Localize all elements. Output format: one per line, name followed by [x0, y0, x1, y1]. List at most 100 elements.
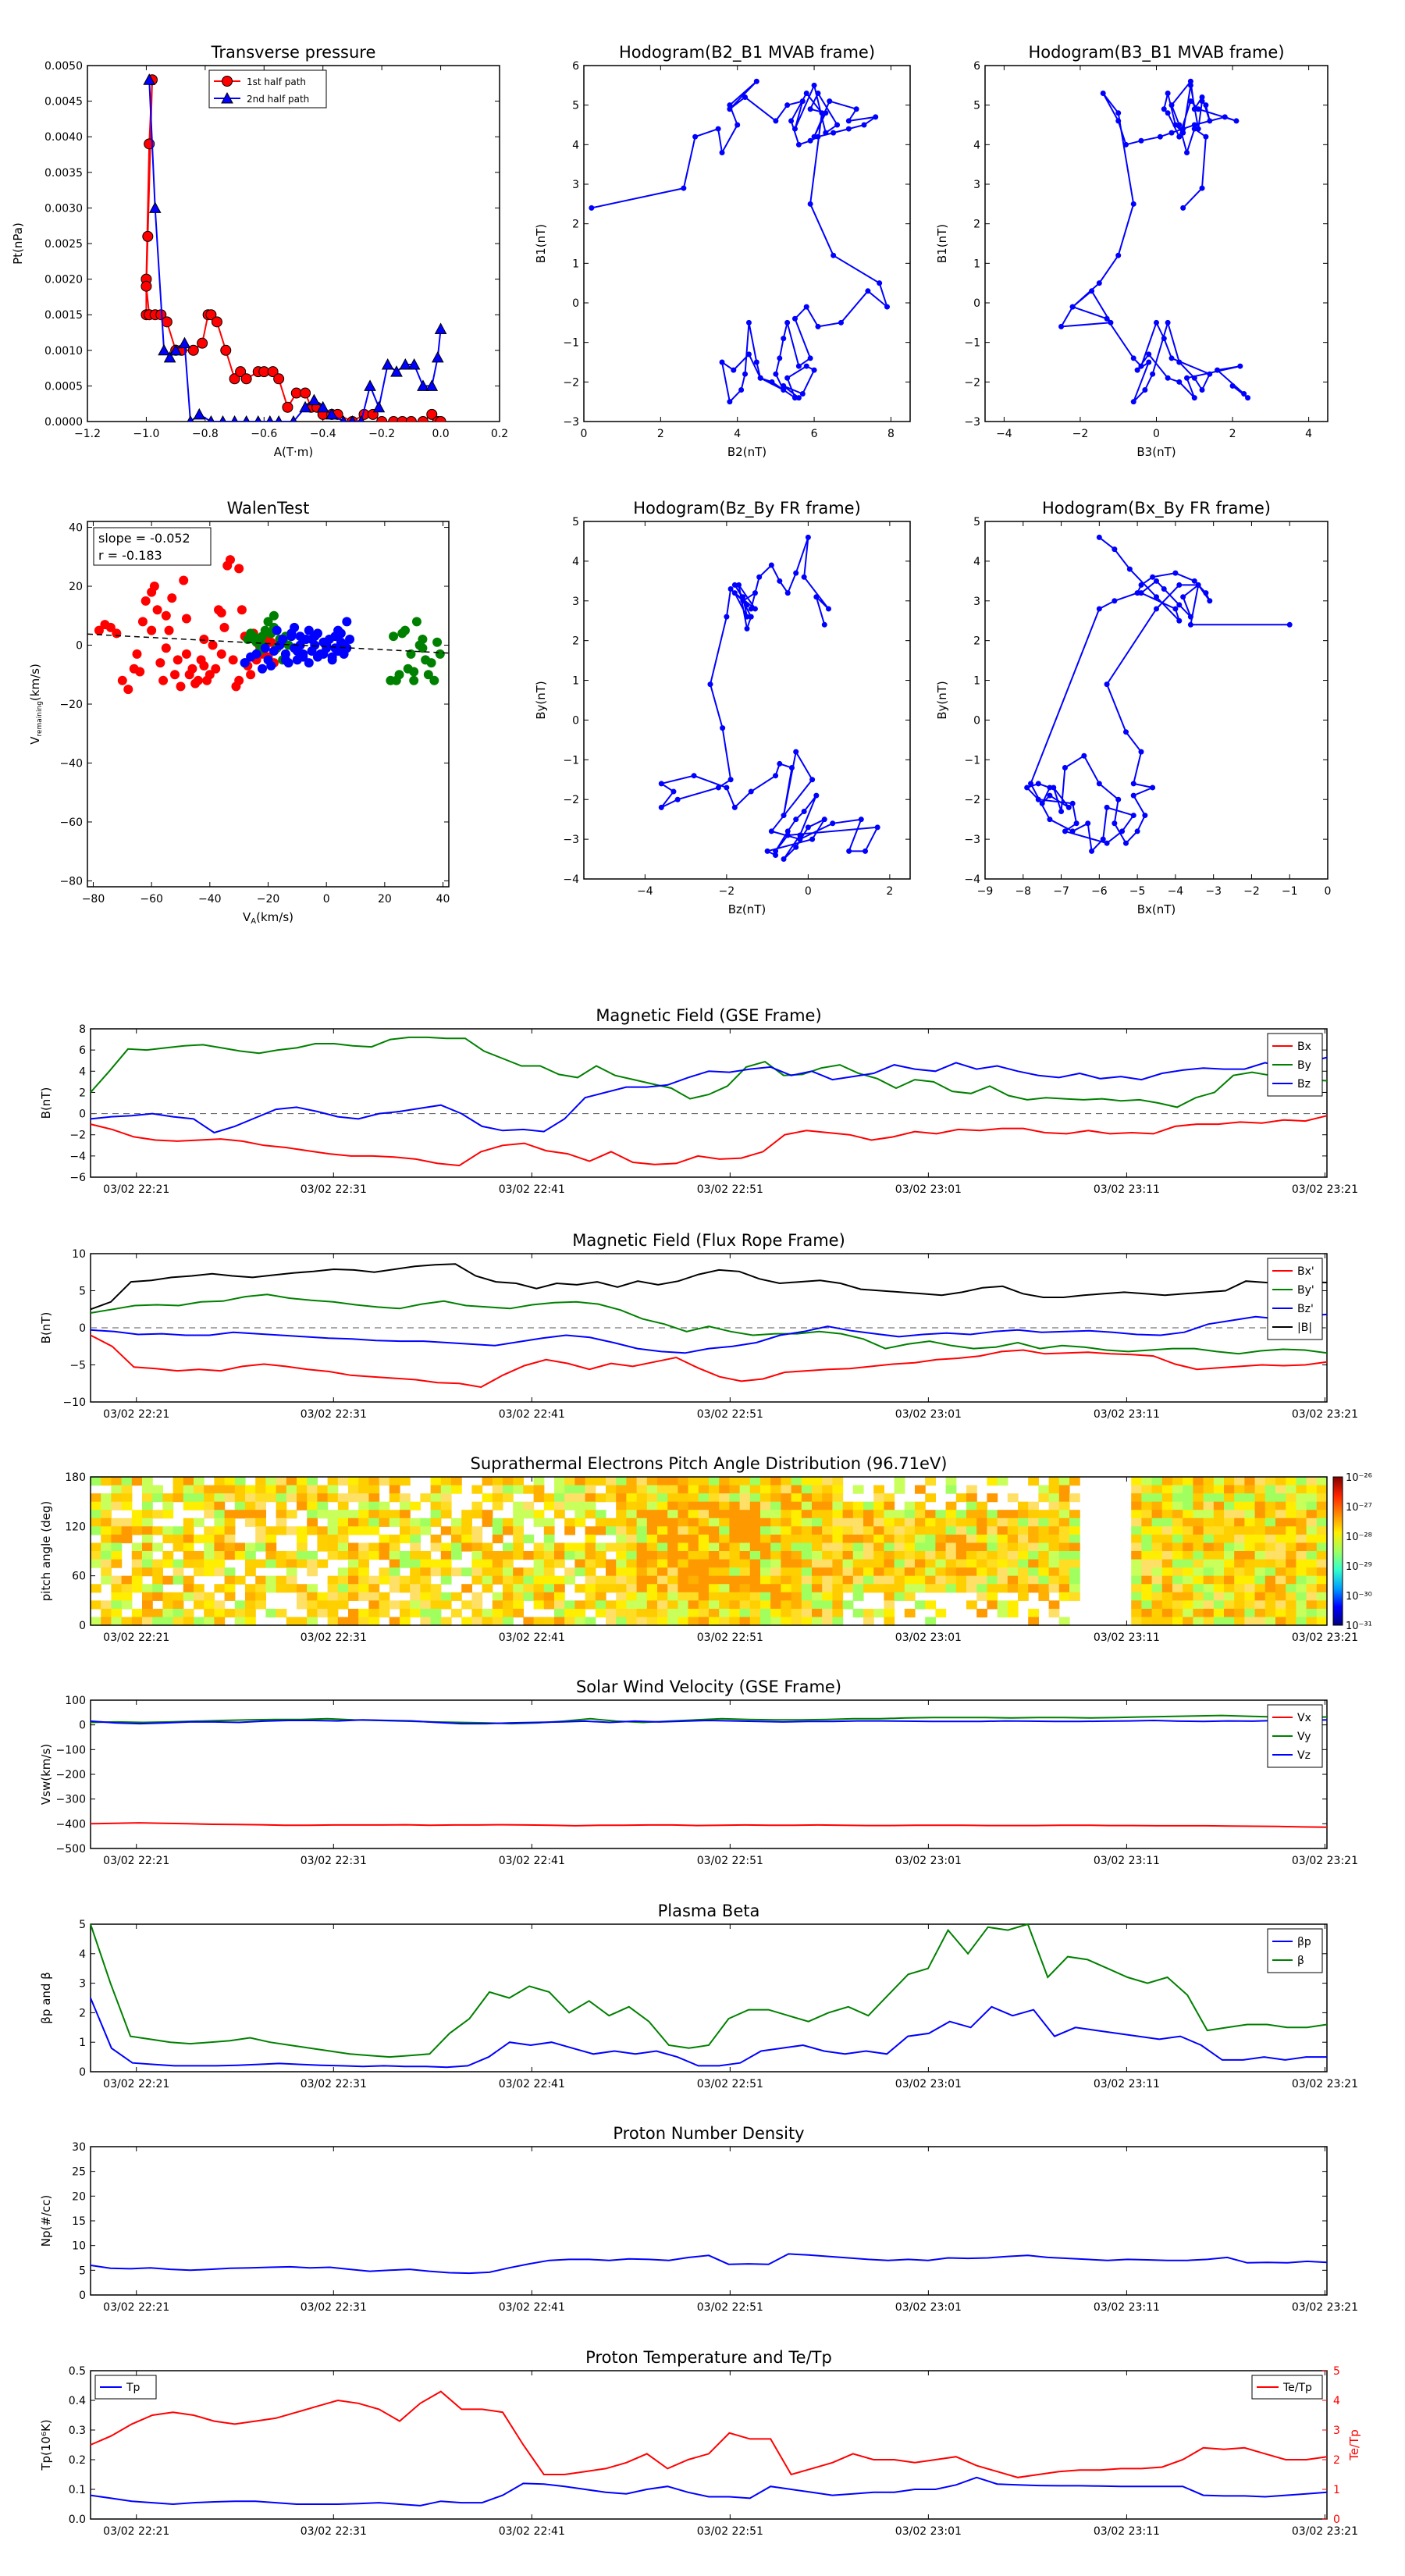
- pitch-angle-cell: [801, 1526, 813, 1535]
- pitch-angle-cell: [894, 1517, 905, 1527]
- pitch-angle-cell: [1048, 1534, 1060, 1544]
- pitch-angle-cell: [904, 1510, 916, 1519]
- hodo_b2b1-plot-area: [589, 78, 890, 405]
- pitch-angle-cell: [574, 1600, 586, 1610]
- pitch-angle-cell: [461, 1600, 472, 1610]
- proton-temperature-right-tick-label: 0: [1333, 2514, 1340, 2526]
- pitch-angle-cell: [297, 1534, 308, 1544]
- pitch-angle-cell: [1172, 1517, 1183, 1527]
- pitch-angle-cell: [471, 1542, 483, 1552]
- pitch-angle-cell: [729, 1608, 741, 1618]
- pitch-angle-cell: [709, 1592, 720, 1601]
- pitch-angle-cell: [709, 1617, 720, 1626]
- pitch-angle-cell: [1275, 1501, 1286, 1510]
- proton-temperature-right-tick-label: 4: [1333, 2395, 1340, 2407]
- pitch-angle-cell: [1203, 1559, 1215, 1568]
- hodo_b2b1-data-point: [727, 399, 733, 405]
- pitch-angle-cell: [503, 1617, 514, 1626]
- pitch-angle-cell: [915, 1534, 926, 1544]
- pitch-angle-cell: [585, 1493, 596, 1503]
- hodo_b3b1-data-point: [1176, 122, 1183, 128]
- mag_gse-ylabel: B(nT): [39, 1087, 53, 1119]
- pitch-angle-cell: [955, 1575, 967, 1585]
- pitch-angle-cell: [863, 1542, 874, 1552]
- hodo_b3b1-xtick-label: 2: [1229, 428, 1236, 440]
- walen-data-point: [418, 634, 428, 644]
- pitch-angle-cell: [801, 1567, 813, 1577]
- pitch-angle-cell: [822, 1501, 833, 1510]
- pitch-angle-cell: [1193, 1501, 1204, 1510]
- hodo_bzby-data-point: [752, 606, 758, 612]
- pitch-angle-cell: [688, 1575, 699, 1585]
- pitch-angle-cell: [1306, 1617, 1318, 1626]
- pitch-angle-cell: [337, 1510, 349, 1519]
- hodo_b3b1-ytick-label: −2: [964, 376, 980, 389]
- pitch-angle-cell: [966, 1551, 977, 1560]
- hodo_bzby-data-point: [707, 681, 713, 688]
- pitch-angle-cell: [842, 1526, 854, 1535]
- pitch-angle-cell: [739, 1592, 751, 1601]
- pitch-angle-cell: [204, 1501, 215, 1510]
- pitch-angle-cell: [410, 1526, 421, 1535]
- pitch-angle-cell: [1296, 1517, 1307, 1527]
- pitch-angle-cell: [307, 1617, 318, 1626]
- pitch-angle-cell: [1213, 1477, 1225, 1486]
- pitch-angle-cell: [451, 1542, 462, 1552]
- pitch-angle-cell: [667, 1600, 678, 1610]
- pitch-angle-cell: [276, 1526, 287, 1535]
- pitch-angle-cell: [358, 1592, 369, 1601]
- pitch-angle-cell: [111, 1477, 123, 1486]
- pitch-angle-cell: [1151, 1526, 1163, 1535]
- pitch-angle-cell: [1254, 1477, 1266, 1486]
- walen-data-point: [199, 634, 209, 644]
- pitch-angle-cell: [91, 1493, 101, 1503]
- hodo_bxby-data-point: [1172, 570, 1179, 576]
- pitch-angle-cell: [1275, 1592, 1286, 1601]
- hodo_b2b1-data-point: [777, 355, 783, 361]
- pitch-angle-cell: [852, 1567, 864, 1577]
- pitch-angle-cell: [1244, 1608, 1256, 1618]
- pitch-angle-cell: [894, 1592, 905, 1601]
- pitch-angle-cell: [636, 1551, 648, 1560]
- pitch-angle-cell: [698, 1617, 710, 1626]
- transverse_pressure-data-point: [340, 415, 347, 422]
- pitch-angle-cell: [513, 1510, 524, 1519]
- pitch-angle-cell: [400, 1493, 411, 1503]
- pitch-angle-cell: [606, 1477, 617, 1486]
- pitch-angle-cell: [904, 1551, 916, 1560]
- pitch-angle-cell: [523, 1501, 535, 1510]
- pitch-angle-cell: [852, 1608, 864, 1618]
- transverse_pressure-data-point: [143, 73, 156, 85]
- pitch-angle-cell: [657, 1510, 668, 1519]
- pitch-angle-cell: [1275, 1534, 1286, 1544]
- pitch-angle-cell: [749, 1542, 761, 1552]
- pitch-angle-cell: [214, 1526, 226, 1535]
- hodo_bzby-data-point: [777, 760, 783, 767]
- pitch-angle-cell: [101, 1542, 112, 1552]
- pitch-angle-cell: [471, 1526, 483, 1535]
- pitch-angle-cell: [91, 1526, 101, 1535]
- pitch-angle-cell: [1244, 1534, 1256, 1544]
- pitch-angle-cell: [1296, 1510, 1307, 1519]
- pitch-angle-cell: [1172, 1567, 1183, 1577]
- hodo_bxby-xtick-label: −5: [1129, 885, 1146, 898]
- pitch-angle-cell: [822, 1592, 833, 1601]
- pitch-angle-cell: [204, 1526, 215, 1535]
- pitch-angle-cell: [307, 1501, 318, 1510]
- pitch-angle-cell: [1048, 1567, 1060, 1577]
- hodo_b2b1-data-point: [795, 363, 802, 369]
- pitch-angle-cell: [1234, 1517, 1245, 1527]
- pitch-angle-cell: [987, 1477, 998, 1486]
- pitch-angle-cell: [636, 1592, 648, 1601]
- pitch-angle-cell: [91, 1501, 101, 1510]
- pitch-angle-cell: [173, 1592, 184, 1601]
- pitch-angle-cell: [400, 1617, 411, 1626]
- transverse_pressure-data-point: [397, 416, 408, 422]
- pitch-angle-cell: [142, 1477, 153, 1486]
- hodo_b2b1-data-point: [727, 106, 733, 112]
- pitch-angle-cell: [152, 1584, 163, 1593]
- pitch-angle-cell: [554, 1510, 565, 1519]
- pitch-angle-cell: [194, 1501, 205, 1510]
- hodo_bxby-title: Hodogram(Bx_By FR frame): [1042, 499, 1271, 518]
- pitch-angle-cell: [1286, 1559, 1297, 1568]
